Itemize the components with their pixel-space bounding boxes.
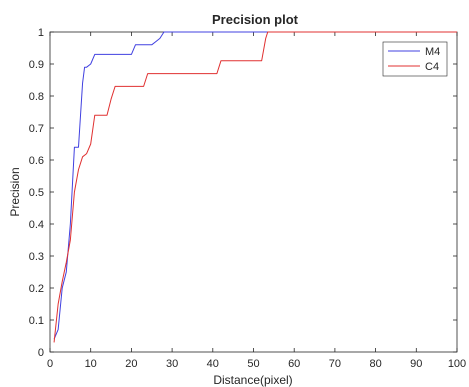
y-tick-label: 0.7 — [29, 123, 44, 135]
plot-area — [49, 31, 458, 353]
x-tick-label: 100 — [448, 358, 466, 370]
x-tick-label: 50 — [247, 358, 259, 370]
chart-title: Precision plot — [212, 12, 299, 27]
x-tick-label: 40 — [207, 358, 219, 370]
x-tick-label: 30 — [166, 358, 178, 370]
y-axis-label: Precision — [8, 167, 22, 216]
y-tick-label: 0.9 — [29, 59, 44, 71]
y-tick-label: 0 — [38, 347, 44, 359]
legend-label-c4: C4 — [425, 61, 439, 73]
x-tick-label: 80 — [369, 358, 381, 370]
y-tick-label: 0.2 — [29, 283, 44, 295]
y-tick-label: 0.1 — [29, 315, 44, 327]
x-tick-label: 20 — [125, 358, 137, 370]
legend-box — [382, 41, 448, 77]
y-tick-label: 0.3 — [29, 251, 44, 263]
legend: M4 C4 — [382, 41, 448, 77]
y-tick-label: 0.6 — [29, 155, 44, 167]
series-line-c4 — [53, 31, 457, 343]
y-tick-label: 1 — [38, 27, 44, 39]
y-tick-label: 0.8 — [29, 91, 44, 103]
x-tick-label: 10 — [85, 358, 97, 370]
x-tick-label: 0 — [47, 358, 53, 370]
x-axis-label: Distance(pixel) — [213, 373, 292, 387]
x-tick-label: 70 — [329, 358, 341, 370]
series-line-m4 — [53, 31, 457, 340]
x-axis-ticks: 0 10 20 30 40 50 60 70 80 90 100 — [47, 32, 466, 370]
y-tick-label: 0.5 — [29, 187, 44, 199]
x-tick-label: 90 — [410, 358, 422, 370]
series-lines — [53, 31, 457, 343]
y-axis-ticks: 0 0.1 0.2 0.3 0.4 0.5 0.6 0.7 0.8 0.9 1 — [29, 27, 457, 359]
y-tick-label: 0.4 — [29, 219, 44, 231]
x-tick-label: 60 — [288, 358, 300, 370]
legend-label-m4: M4 — [425, 46, 440, 58]
